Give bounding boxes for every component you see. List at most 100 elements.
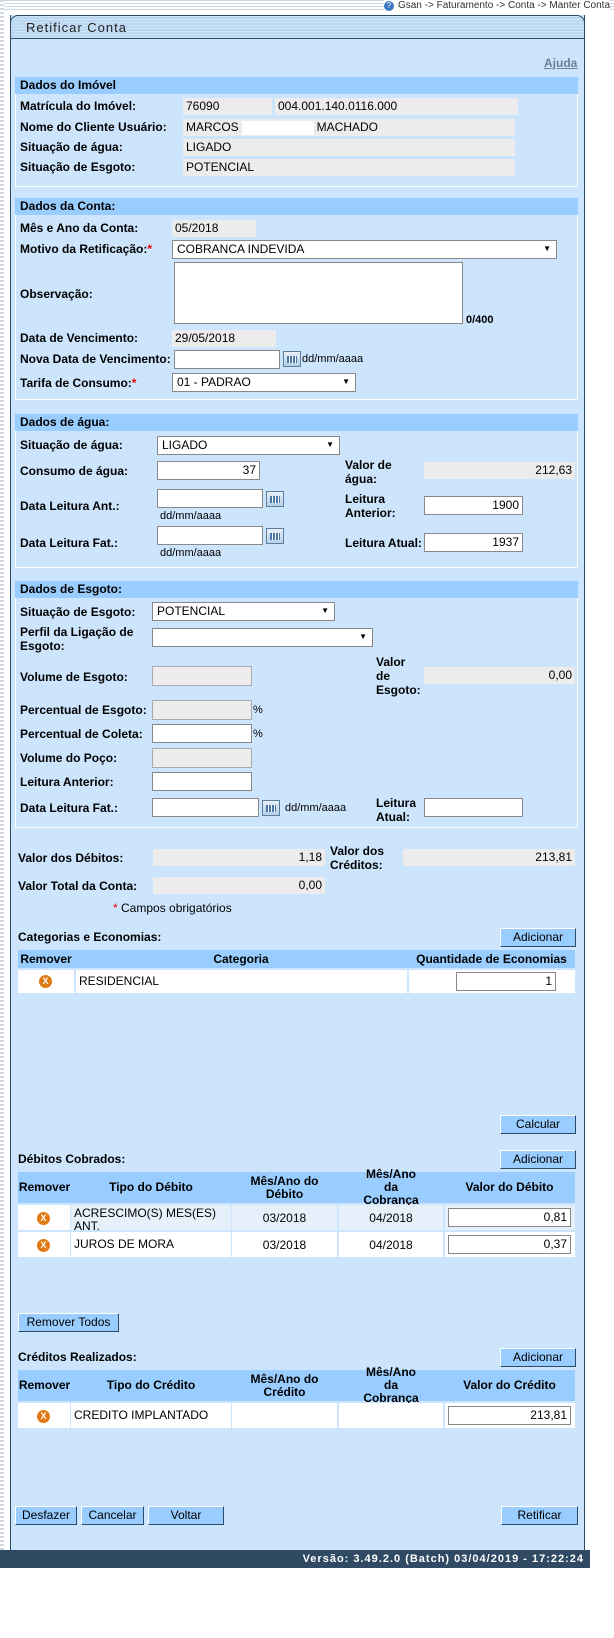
valor-debito-input[interactable]: 0,37 xyxy=(448,1235,571,1254)
data-leitura-ant-input[interactable] xyxy=(157,489,263,508)
categorias-title: Categorias e Economias: xyxy=(18,930,162,944)
breadcrumb-text: Gsan -> Faturamento -> Conta -> Manter C… xyxy=(397,0,610,11)
valor-debito-input[interactable]: 0,81 xyxy=(448,1208,571,1227)
col-categoria: Categoria xyxy=(74,950,408,968)
cliente-first: MARCOS xyxy=(186,120,239,134)
leitura-anterior-input[interactable]: 1900 xyxy=(424,496,523,515)
esgoto-label: Situação de Esgoto: xyxy=(20,160,136,174)
required-note: * Campos obrigatórios xyxy=(113,901,232,915)
table-row: X xyxy=(18,1205,70,1230)
esgoto-leitura-atual-label: Leitura Atual: xyxy=(376,796,417,824)
quantidade-input[interactable]: 1 xyxy=(456,972,556,991)
table-row: X xyxy=(18,1403,70,1428)
valor-creditos-value: 213,81 xyxy=(403,849,575,866)
retificar-button[interactable]: Retificar xyxy=(501,1506,578,1525)
help-icon: ? xyxy=(383,1,394,11)
imovel-header: Dados do Imóvel xyxy=(15,77,578,94)
percent-sign: % xyxy=(253,704,263,716)
remove-icon[interactable]: X xyxy=(37,1410,50,1423)
inscricao-value: 004.001.140.0116.000 xyxy=(275,98,518,115)
agua-header: Dados de água: xyxy=(15,414,578,431)
table-row: X xyxy=(18,970,74,993)
creditos-title: Créditos Realizados: xyxy=(18,1350,137,1364)
cancelar-button[interactable]: Cancelar xyxy=(81,1506,144,1525)
perc-esgoto-label: Percentual de Esgoto: xyxy=(20,703,147,717)
situacao-esgoto-select[interactable]: POTENCIAL xyxy=(152,602,335,621)
cliente-label: Nome do Cliente Usuário: xyxy=(20,120,167,134)
leitura-atual-input[interactable]: 1937 xyxy=(424,533,523,552)
perc-esgoto-input xyxy=(152,700,252,720)
cliente-value: MARCOS MACHADO xyxy=(183,119,515,136)
conta-header: Dados da Conta: xyxy=(15,198,578,215)
matricula-label: Matrícula do Imóvel: xyxy=(20,99,137,113)
esgoto-data-fat-input[interactable] xyxy=(152,798,259,817)
calendar-icon[interactable] xyxy=(266,491,284,507)
esgoto-leitura-atual-input[interactable] xyxy=(424,798,523,817)
remove-icon[interactable]: X xyxy=(37,1212,50,1225)
perc-coleta-input[interactable] xyxy=(152,724,252,743)
esgoto-section xyxy=(15,581,578,828)
breadcrumb: ? Gsan -> Faturamento -> Conta -> Manter … xyxy=(383,0,610,11)
calendar-icon[interactable] xyxy=(262,800,280,816)
col-tipo-credito: Tipo do Crédito xyxy=(71,1370,231,1401)
col-remover: Remover xyxy=(18,1370,71,1401)
valor-esgoto-value: 0,00 xyxy=(424,667,575,684)
col-remover: Remover xyxy=(18,950,74,968)
top-stripe xyxy=(0,0,614,10)
title-bar xyxy=(10,15,585,39)
leitura-anterior-label: Leitura Anterior: xyxy=(345,492,396,520)
valor-credito-input[interactable]: 213,81 xyxy=(448,1406,571,1425)
add-debito-button[interactable]: Adicionar xyxy=(500,1150,576,1169)
date-format-hint: dd/mm/aaaa xyxy=(285,802,347,814)
help-link[interactable]: Ajuda xyxy=(544,56,578,70)
col-remover: Remover xyxy=(18,1172,71,1203)
esgoto-leitura-anterior-input[interactable] xyxy=(152,772,252,791)
tarifa-select[interactable]: 01 - PADRAO xyxy=(172,373,356,392)
nova-vencimento-input[interactable] xyxy=(174,350,280,369)
perc-coleta-label: Percentual de Coleta: xyxy=(20,727,143,741)
cliente-last: MACHADO xyxy=(316,120,379,134)
observacao-textarea[interactable] xyxy=(174,262,463,324)
percent-sign: % xyxy=(253,728,263,740)
situacao-agua-label: Situação de água: xyxy=(20,438,123,452)
valor-total-label: Valor Total da Conta: xyxy=(18,879,138,893)
esgoto-data-fat-label: Data Leitura Fat.: xyxy=(20,801,119,815)
volume-esgoto-input xyxy=(152,666,252,686)
col-tipo-debito: Tipo do Débito xyxy=(71,1172,231,1203)
consumo-input[interactable]: 37 xyxy=(157,461,260,480)
version-footer: Versão: 3.49.2.0 (Batch) 03/04/2019 - 17… xyxy=(0,1550,590,1568)
valor-agua-value: 212,63 xyxy=(424,462,575,479)
page-title: Retificar Conta xyxy=(26,20,127,35)
calendar-icon[interactable] xyxy=(283,351,301,367)
consumo-label: Consumo de água: xyxy=(20,464,129,478)
remover-todos-button[interactable]: Remover Todos xyxy=(18,1313,119,1332)
remove-icon[interactable]: X xyxy=(37,1239,50,1252)
valor-debitos-label: Valor dos Débitos: xyxy=(18,851,124,865)
motivo-select[interactable]: COBRANCA INDEVIDA xyxy=(172,240,557,259)
perfil-label: Perfil da Ligação de Esgoto: xyxy=(20,625,134,653)
voltar-button[interactable]: Voltar xyxy=(148,1506,224,1525)
mes-debito-cell: 03/2018 xyxy=(232,1232,337,1257)
col-mes-debito: Mês/Ano do Débito xyxy=(231,1172,338,1203)
add-credito-button[interactable]: Adicionar xyxy=(500,1348,576,1367)
volume-poco-label: Volume do Poço: xyxy=(20,751,118,765)
mes-debito-cell: 03/2018 xyxy=(232,1205,337,1230)
agua-label: Situação de água: xyxy=(20,140,123,154)
perfil-select[interactable] xyxy=(152,628,373,647)
debitos-title: Débitos Cobrados: xyxy=(18,1152,126,1166)
situacao-agua-select[interactable]: LIGADO xyxy=(157,436,340,455)
calcular-button[interactable]: Calcular xyxy=(500,1115,576,1134)
col-quantidade: Quantidade de Economias xyxy=(408,950,575,968)
valor-creditos-label: Valor dos Créditos: xyxy=(330,844,385,872)
calendar-icon[interactable] xyxy=(266,528,284,544)
tipo-debito-cell: ACRESCIMO(S) MES(ES) ANT. xyxy=(71,1205,231,1233)
remove-icon[interactable]: X xyxy=(39,975,52,988)
motivo-label: Motivo da Retificação:* xyxy=(20,242,153,256)
mes-credito-cell xyxy=(232,1403,337,1428)
desfazer-button[interactable]: Desfazer xyxy=(15,1506,77,1525)
vencimento-label: Data de Vencimento: xyxy=(20,331,139,345)
vencimento-value: 29/05/2018 xyxy=(172,330,276,347)
data-leitura-fat-input[interactable] xyxy=(157,526,263,545)
add-categoria-button[interactable]: Adicionar xyxy=(500,928,576,947)
observacao-counter: 0/400 xyxy=(466,314,494,326)
